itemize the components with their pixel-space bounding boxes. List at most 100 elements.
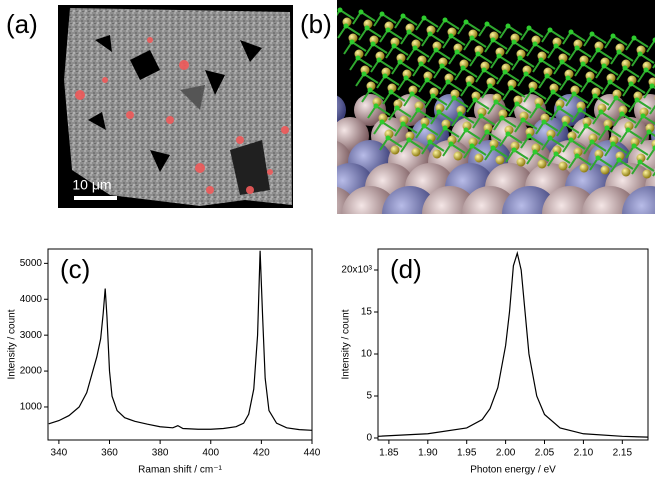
- atom: [505, 23, 511, 29]
- bond: [534, 151, 550, 162]
- bond: [438, 111, 454, 122]
- bond: [549, 137, 565, 148]
- atom: [364, 25, 370, 31]
- bond: [652, 171, 655, 177]
- atom: [631, 35, 637, 41]
- y-tick-label: 4000: [20, 294, 43, 305]
- bond: [612, 35, 628, 46]
- bond: [408, 31, 424, 42]
- bond: [528, 135, 544, 146]
- bond: [612, 143, 628, 154]
- atom: [550, 89, 556, 95]
- y-tick-label: 0: [366, 433, 372, 444]
- atom: [610, 33, 616, 39]
- bond: [540, 59, 556, 70]
- bond: [621, 113, 637, 124]
- bond: [450, 143, 466, 154]
- bond: [552, 91, 568, 102]
- atom: [432, 149, 442, 159]
- bond: [597, 49, 613, 60]
- atom: [337, 95, 346, 125]
- bond: [423, 125, 439, 136]
- atom: [453, 151, 463, 161]
- bond: [375, 105, 391, 116]
- atom: [448, 141, 454, 147]
- atom: [562, 121, 568, 127]
- bond: [516, 103, 532, 114]
- bond: [534, 43, 550, 54]
- bond: [414, 47, 430, 58]
- atom: [412, 45, 418, 51]
- bond: [630, 83, 646, 94]
- atom: [565, 75, 571, 81]
- atom: [652, 37, 655, 43]
- atom: [592, 93, 598, 99]
- atom: [421, 15, 427, 21]
- bond: [654, 40, 655, 42]
- bond: [570, 139, 586, 150]
- atom: [601, 63, 607, 69]
- bond: [618, 159, 634, 170]
- atom: [469, 35, 475, 41]
- atom: [589, 31, 595, 37]
- atom: [505, 131, 511, 137]
- bond: [555, 153, 571, 164]
- atom: [654, 95, 655, 101]
- y-axis-label: Intensity / count: [7, 309, 18, 379]
- bond: [546, 75, 562, 86]
- bond: [648, 131, 655, 138]
- bond: [456, 51, 472, 62]
- atom: [376, 57, 382, 63]
- y-tick-label: 5000: [20, 258, 43, 269]
- bond: [645, 69, 655, 77]
- atom: [460, 65, 466, 71]
- atom: [568, 29, 574, 35]
- atom: [511, 147, 517, 153]
- panel-label: (d): [390, 254, 422, 284]
- bond: [387, 137, 403, 148]
- atom: [355, 55, 361, 61]
- atom: [370, 41, 376, 47]
- bond: [390, 91, 406, 102]
- bond: [651, 85, 655, 90]
- bond: [504, 71, 520, 82]
- x-tick-label: 2.00: [496, 448, 516, 459]
- bond: [339, 9, 355, 20]
- bond: [594, 95, 610, 106]
- bond: [357, 57, 373, 68]
- bond: [636, 99, 652, 110]
- atom: [409, 91, 415, 97]
- bond: [486, 131, 502, 142]
- bond: [555, 45, 571, 56]
- atom: [415, 107, 421, 113]
- bond: [402, 15, 418, 26]
- bond: [633, 37, 649, 48]
- atom: [448, 33, 454, 39]
- x-tick-label: 2.10: [574, 448, 594, 459]
- bond: [639, 53, 655, 64]
- bond: [402, 123, 418, 134]
- atom: [574, 45, 580, 51]
- bond: [573, 93, 589, 104]
- atom: [385, 27, 391, 33]
- bond: [642, 115, 655, 125]
- atom: [532, 149, 538, 155]
- atom: [541, 119, 547, 125]
- atom: [490, 145, 496, 151]
- bond: [420, 63, 436, 74]
- bond: [609, 81, 625, 92]
- atom: [574, 153, 580, 159]
- bond: [652, 63, 655, 69]
- y-axis-label: Intensity / count: [341, 309, 352, 379]
- x-tick-label: 440: [304, 448, 321, 459]
- bond: [561, 61, 577, 72]
- y-tick-label: 15: [361, 307, 373, 318]
- y-tick-label: 10: [361, 349, 373, 360]
- atom: [478, 113, 484, 119]
- atom: [481, 67, 487, 73]
- bond: [345, 25, 361, 36]
- atom: [400, 13, 406, 19]
- bond: [480, 115, 496, 126]
- bond: [408, 139, 424, 150]
